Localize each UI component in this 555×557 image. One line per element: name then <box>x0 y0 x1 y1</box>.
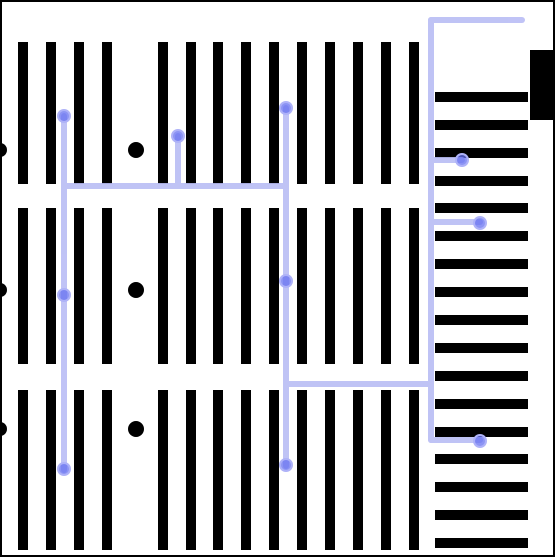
vertical-bar <box>409 208 419 364</box>
horizontal-bar <box>435 176 528 186</box>
vertical-bar <box>186 208 196 364</box>
vertical-bar <box>186 42 196 184</box>
maze-dot <box>128 142 144 158</box>
horizontal-bar <box>435 427 528 437</box>
horizontal-bar <box>435 510 528 520</box>
vertical-bar <box>102 208 112 364</box>
bar-group-row-1 <box>18 42 419 184</box>
vertical-bar <box>409 390 419 550</box>
maze-dot <box>0 283 7 297</box>
horizontal-bar <box>435 315 528 325</box>
horizontal-bar <box>435 343 528 353</box>
horizontal-bar <box>435 371 528 381</box>
vertical-bar <box>241 208 251 364</box>
vertical-bar <box>353 208 363 364</box>
horizontal-bar <box>435 482 528 492</box>
vertical-bar <box>409 42 419 184</box>
vertical-bar <box>353 42 363 184</box>
bar-group-row-2 <box>18 208 419 364</box>
vertical-bar <box>18 390 28 550</box>
path-node-marker <box>455 153 469 167</box>
path-node-marker <box>57 288 71 302</box>
vertical-bar <box>158 390 168 550</box>
vertical-bar <box>297 42 307 184</box>
vertical-bar <box>381 390 391 550</box>
horizontal-bar <box>435 259 528 269</box>
path-node-marker <box>171 129 185 143</box>
vertical-bar <box>213 208 223 364</box>
maze-dot <box>0 422 7 436</box>
vertical-bar <box>297 390 307 550</box>
vertical-bar <box>186 390 196 550</box>
vertical-bar <box>241 42 251 184</box>
horizontal-bar <box>435 120 528 130</box>
vertical-bar <box>353 390 363 550</box>
vertical-bar <box>213 42 223 184</box>
overlay-markers <box>57 101 487 476</box>
vertical-bar <box>269 42 279 184</box>
maze-dot <box>128 282 144 298</box>
maze-dot <box>128 421 144 437</box>
horizontal-bar <box>435 538 528 548</box>
vertical-bar <box>74 208 84 364</box>
horizontal-bar <box>435 148 528 158</box>
horizontal-bar <box>435 454 528 464</box>
horizontal-bar <box>435 92 528 102</box>
path-node-marker <box>473 434 487 448</box>
path-node-marker <box>279 458 293 472</box>
path-node-marker <box>279 101 293 115</box>
dot-column-left <box>0 142 144 437</box>
vertical-bar <box>46 390 56 550</box>
vertical-bar <box>102 390 112 550</box>
vertical-bar <box>18 42 28 184</box>
vertical-bar <box>46 208 56 364</box>
vertical-bar <box>269 208 279 364</box>
maze-dot <box>0 143 7 157</box>
vertical-bar <box>74 390 84 550</box>
path-node-marker <box>473 216 487 230</box>
path-node-marker <box>279 274 293 288</box>
vertical-bar <box>102 42 112 184</box>
horizontal-bar <box>435 399 528 409</box>
vertical-bar <box>18 208 28 364</box>
path-node-marker <box>57 462 71 476</box>
path-node-marker <box>57 109 71 123</box>
vertical-bar <box>325 390 335 550</box>
vertical-bar <box>74 42 84 184</box>
bar-group-row-3 <box>18 390 419 550</box>
vertical-bar <box>213 390 223 550</box>
horizontal-bar <box>435 287 528 297</box>
vertical-bar <box>297 208 307 364</box>
right-edge-block <box>530 50 555 120</box>
horizontal-bar <box>435 231 528 241</box>
vertical-bar <box>46 42 56 184</box>
vertical-bar <box>325 208 335 364</box>
vertical-bar <box>158 42 168 184</box>
vertical-bar <box>269 390 279 550</box>
vertical-bar <box>381 42 391 184</box>
horizontal-bar-stack <box>435 92 528 548</box>
vertical-bar <box>241 390 251 550</box>
vertical-bar <box>381 208 391 364</box>
horizontal-bar <box>435 203 528 213</box>
vertical-bar <box>158 208 168 364</box>
vertical-bar <box>325 42 335 184</box>
